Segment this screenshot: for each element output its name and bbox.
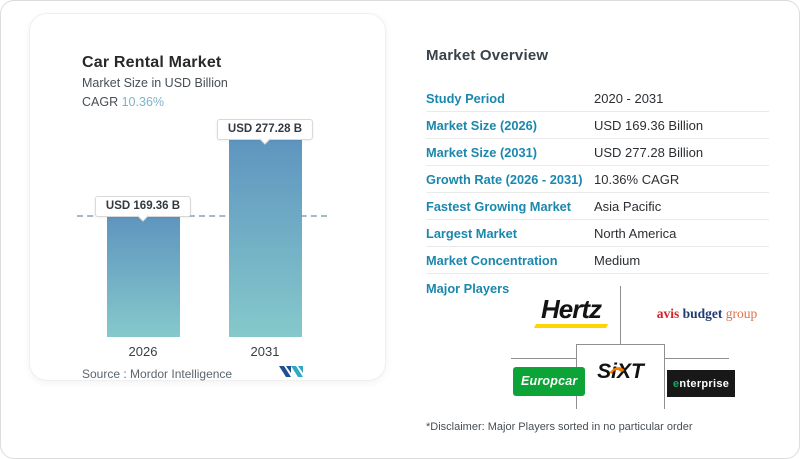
fact-value: Medium [594, 252, 641, 268]
source-value: Mordor Intelligence [130, 367, 233, 381]
mordor-intelligence-logo-icon [279, 364, 303, 384]
fact-label: Growth Rate (2026 - 2031) [426, 171, 583, 187]
chart-cagr-line: CAGR 10.36% [82, 93, 228, 112]
hertz-logo-text: Hertz [540, 294, 602, 324]
x-axis-label-2031: 2031 [250, 344, 280, 359]
table-row: Market Size (2031) USD 277.28 Billion [426, 139, 769, 166]
hertz-yellow-underline [533, 324, 609, 328]
players-grid-right-divider [665, 358, 729, 359]
fact-label: Market Concentration [426, 252, 558, 268]
chart-header: Car Rental Market Market Size in USD Bil… [82, 52, 228, 112]
fact-label: Study Period [426, 90, 505, 106]
bar-value-label-2031: USD 277.28 B [216, 119, 314, 140]
cagr-value: 10.36% [121, 95, 165, 109]
bar-2031 [229, 140, 302, 337]
cagr-label: CAGR [82, 95, 119, 109]
fact-value: 10.36% CAGR [594, 171, 680, 187]
table-row: Growth Rate (2026 - 2031) 10.36% CAGR [426, 166, 769, 193]
source-label: Source : [82, 367, 127, 381]
facts-table: Study Period 2020 - 2031 Market Size (20… [426, 85, 769, 274]
table-row: Market Size (2026) USD 169.36 Billion [426, 112, 769, 139]
table-row: Fastest Growing Market Asia Pacific [426, 193, 769, 220]
x-axis-label-2026: 2026 [128, 344, 158, 359]
market-overview-panel: Market Overview Study Period 2020 - 2031… [426, 1, 769, 458]
major-players-label: Major Players [426, 281, 510, 296]
fact-label: Largest Market [426, 225, 518, 241]
enterprise-logo-text: enterprise [673, 378, 729, 390]
bar-2026 [107, 217, 180, 337]
fact-value: 2020 - 2031 [594, 90, 664, 106]
fact-value: USD 169.36 Billion [594, 117, 704, 133]
table-row: Market Concentration Medium [426, 247, 769, 274]
group-logo-text: group [725, 306, 758, 321]
reference-dashed-line [77, 215, 327, 217]
sixt-logo: SiXT [576, 360, 665, 384]
avis-logo-text: avis [656, 306, 680, 321]
disclaimer-text: *Disclaimer: Major Players sorted in no … [426, 421, 693, 433]
enterprise-green-e: e [673, 378, 680, 390]
enterprise-rest: nterprise [679, 378, 730, 390]
players-grid-left-divider [511, 358, 576, 359]
europcar-logo-text: Europcar [521, 374, 578, 388]
europcar-logo: Europcar [513, 367, 586, 396]
market-size-chart-card: Car Rental Market Market Size in USD Bil… [29, 13, 386, 381]
hertz-logo: Hertz [521, 295, 621, 328]
avis-budget-group-logo: avis budget group [648, 306, 766, 322]
fact-value: USD 277.28 Billion [594, 144, 704, 160]
fact-value: Asia Pacific [594, 198, 662, 214]
fact-value: North America [594, 225, 677, 241]
bar-value-label-2026: USD 169.36 B [94, 196, 192, 217]
table-row: Study Period 2020 - 2031 [426, 85, 769, 112]
overview-heading: Market Overview [426, 47, 549, 64]
budget-logo-text: budget [682, 306, 723, 321]
chart-subtitle: Market Size in USD Billion [82, 76, 228, 90]
source-attribution: Source : Mordor Intelligence [82, 367, 232, 381]
enterprise-logo: enterprise [667, 370, 736, 397]
fact-label: Fastest Growing Market [426, 198, 572, 214]
players-grid-center-box [576, 344, 665, 409]
fact-label: Market Size (2031) [426, 144, 537, 160]
players-grid-vertical-divider [620, 286, 621, 344]
table-row: Largest Market North America [426, 220, 769, 247]
sixt-logo-text: SiXT [597, 360, 644, 384]
chart-title: Car Rental Market [82, 54, 222, 71]
fact-label: Market Size (2026) [426, 117, 537, 133]
sixt-orange-swoosh-icon [609, 356, 625, 380]
